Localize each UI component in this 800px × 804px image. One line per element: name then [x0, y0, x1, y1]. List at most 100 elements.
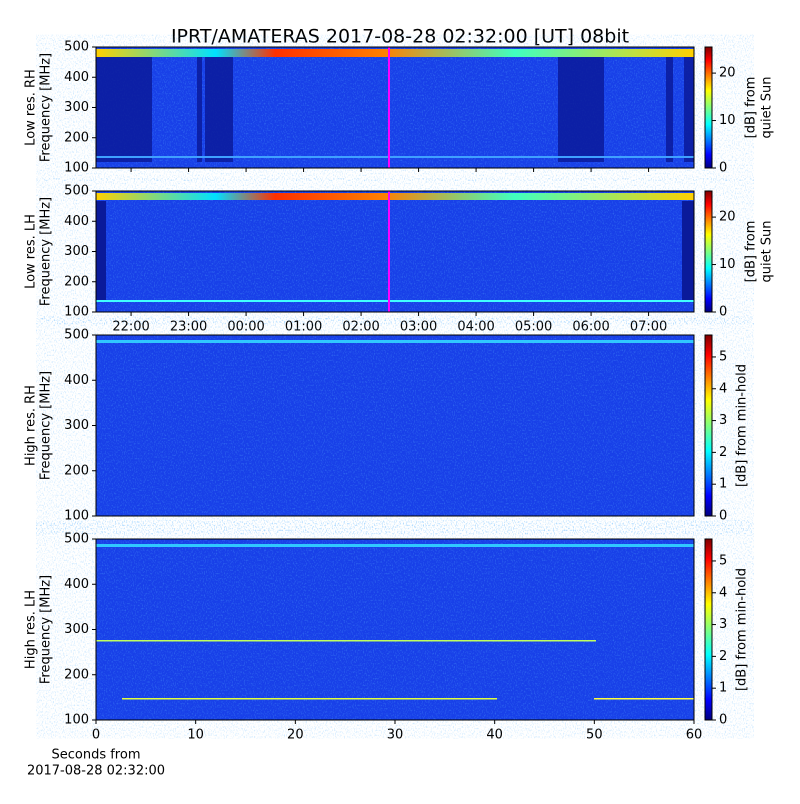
colorbar-tick-label: 3 [719, 413, 727, 428]
colorbar-label: quiet Sun [760, 76, 775, 138]
line [96, 340, 694, 343]
line [594, 698, 694, 700]
y-tick-label: 500 [64, 532, 89, 547]
dark-band [197, 57, 202, 162]
colorbar-tick-label: 2 [719, 445, 727, 460]
line [96, 300, 694, 302]
x-tick-label: 04:00 [457, 320, 494, 335]
x-tick-label: 07:00 [630, 320, 667, 335]
y-axis-label: High res. LH [24, 590, 39, 669]
x-tick-label: 00:00 [227, 320, 264, 335]
x-tick-label: 60 [686, 728, 703, 743]
colorbar [704, 538, 713, 721]
x-axis-label: Seconds from [51, 748, 140, 763]
colorbar-tick-label: 0 [719, 161, 727, 176]
colorbar-tick-label: 4 [719, 585, 727, 600]
x-tick-label: 20 [287, 728, 304, 743]
y-tick-label: 300 [64, 244, 89, 259]
colorbar-label: quiet Sun [760, 220, 775, 282]
y-axis-label: Frequency [MHz] [39, 53, 54, 162]
y-tick-label: 500 [64, 184, 89, 199]
y-tick-label: 400 [64, 70, 89, 85]
colorbar-tick-label: 10 [719, 257, 736, 272]
marker [388, 191, 390, 312]
y-tick-label: 500 [64, 328, 89, 343]
x-axis-label: 2017-08-28 02:32:00 [27, 764, 165, 779]
y-tick-label: 500 [64, 40, 89, 55]
line [122, 698, 497, 700]
colorbar-tick-label: 5 [719, 349, 727, 364]
x-tick-label: 01:00 [285, 320, 322, 335]
y-tick-label: 300 [64, 418, 89, 433]
y-tick-label: 100 [64, 509, 89, 524]
x-tick-label: 30 [387, 728, 404, 743]
colorbar-tick-label: 0 [719, 305, 727, 320]
y-axis-label: Low res. RH [24, 69, 39, 146]
y-tick-label: 300 [64, 100, 89, 115]
y-tick-label: 400 [64, 373, 89, 388]
dark-band [96, 201, 106, 302]
colorbar-label: [dB] from [744, 221, 759, 283]
colorbar-label: [dB] from [744, 77, 759, 139]
x-tick-label: 03:00 [400, 320, 437, 335]
y-tick-label: 200 [64, 667, 89, 682]
dark-band [205, 57, 233, 162]
colorbar [704, 334, 713, 517]
colorbar-tick-label: 2 [719, 649, 727, 664]
y-tick-label: 100 [64, 713, 89, 728]
x-tick-label: 0 [92, 728, 100, 743]
bright-band [96, 49, 694, 57]
colorbar [704, 190, 713, 313]
dark-band [666, 57, 673, 162]
line [96, 544, 694, 547]
dark-band [682, 201, 694, 302]
x-tick-label: 23:00 [170, 320, 207, 335]
x-tick-label: 22:00 [112, 320, 149, 335]
colorbar-tick-label: 0 [719, 713, 727, 728]
y-axis-label: High res. RH [24, 385, 39, 466]
y-tick-label: 200 [64, 463, 89, 478]
y-tick-label: 100 [64, 161, 89, 176]
y-tick-label: 100 [64, 305, 89, 320]
spectrogram-noise [96, 539, 694, 720]
y-tick-label: 200 [64, 130, 89, 145]
chart-title: IPRT/AMATERAS 2017-08-28 02:32:00 [UT] 0… [171, 26, 629, 48]
colorbar-label: [dB] from min-hold [735, 568, 750, 691]
y-axis-label: Low res. LH [24, 214, 39, 289]
marker [388, 47, 390, 168]
colorbar-tick-label: 20 [719, 66, 736, 81]
line [96, 640, 596, 642]
x-tick-label: 05:00 [515, 320, 552, 335]
spectrogram-noise [96, 335, 694, 516]
x-tick-label: 50 [586, 728, 603, 743]
y-tick-label: 400 [64, 214, 89, 229]
x-tick-label: 40 [486, 728, 503, 743]
colorbar [704, 46, 713, 169]
colorbar-tick-label: 1 [719, 681, 727, 696]
line [96, 156, 694, 158]
spectrogram-noise [96, 47, 694, 168]
x-tick-label: 10 [187, 728, 204, 743]
y-axis-label: Frequency [MHz] [39, 575, 54, 684]
bright-band [96, 193, 694, 200]
y-tick-label: 300 [64, 622, 89, 637]
colorbar-tick-label: 0 [719, 509, 727, 524]
dark-band [684, 57, 694, 162]
x-tick-label: 02:00 [342, 320, 379, 335]
spectrogram-noise [96, 191, 694, 312]
dark-band [558, 57, 604, 162]
colorbar-tick-label: 20 [719, 210, 736, 225]
colorbar-tick-label: 10 [719, 113, 736, 128]
dark-band [96, 57, 152, 162]
y-tick-label: 200 [64, 274, 89, 289]
y-axis-label: Frequency [MHz] [39, 197, 54, 306]
y-tick-label: 400 [64, 577, 89, 592]
x-tick-label: 06:00 [572, 320, 609, 335]
colorbar-tick-label: 5 [719, 553, 727, 568]
colorbar-label: [dB] from min-hold [735, 364, 750, 487]
y-axis-label: Frequency [MHz] [39, 371, 54, 480]
colorbar-tick-label: 4 [719, 381, 727, 396]
colorbar-tick-label: 3 [719, 617, 727, 632]
colorbar-tick-label: 1 [719, 477, 727, 492]
